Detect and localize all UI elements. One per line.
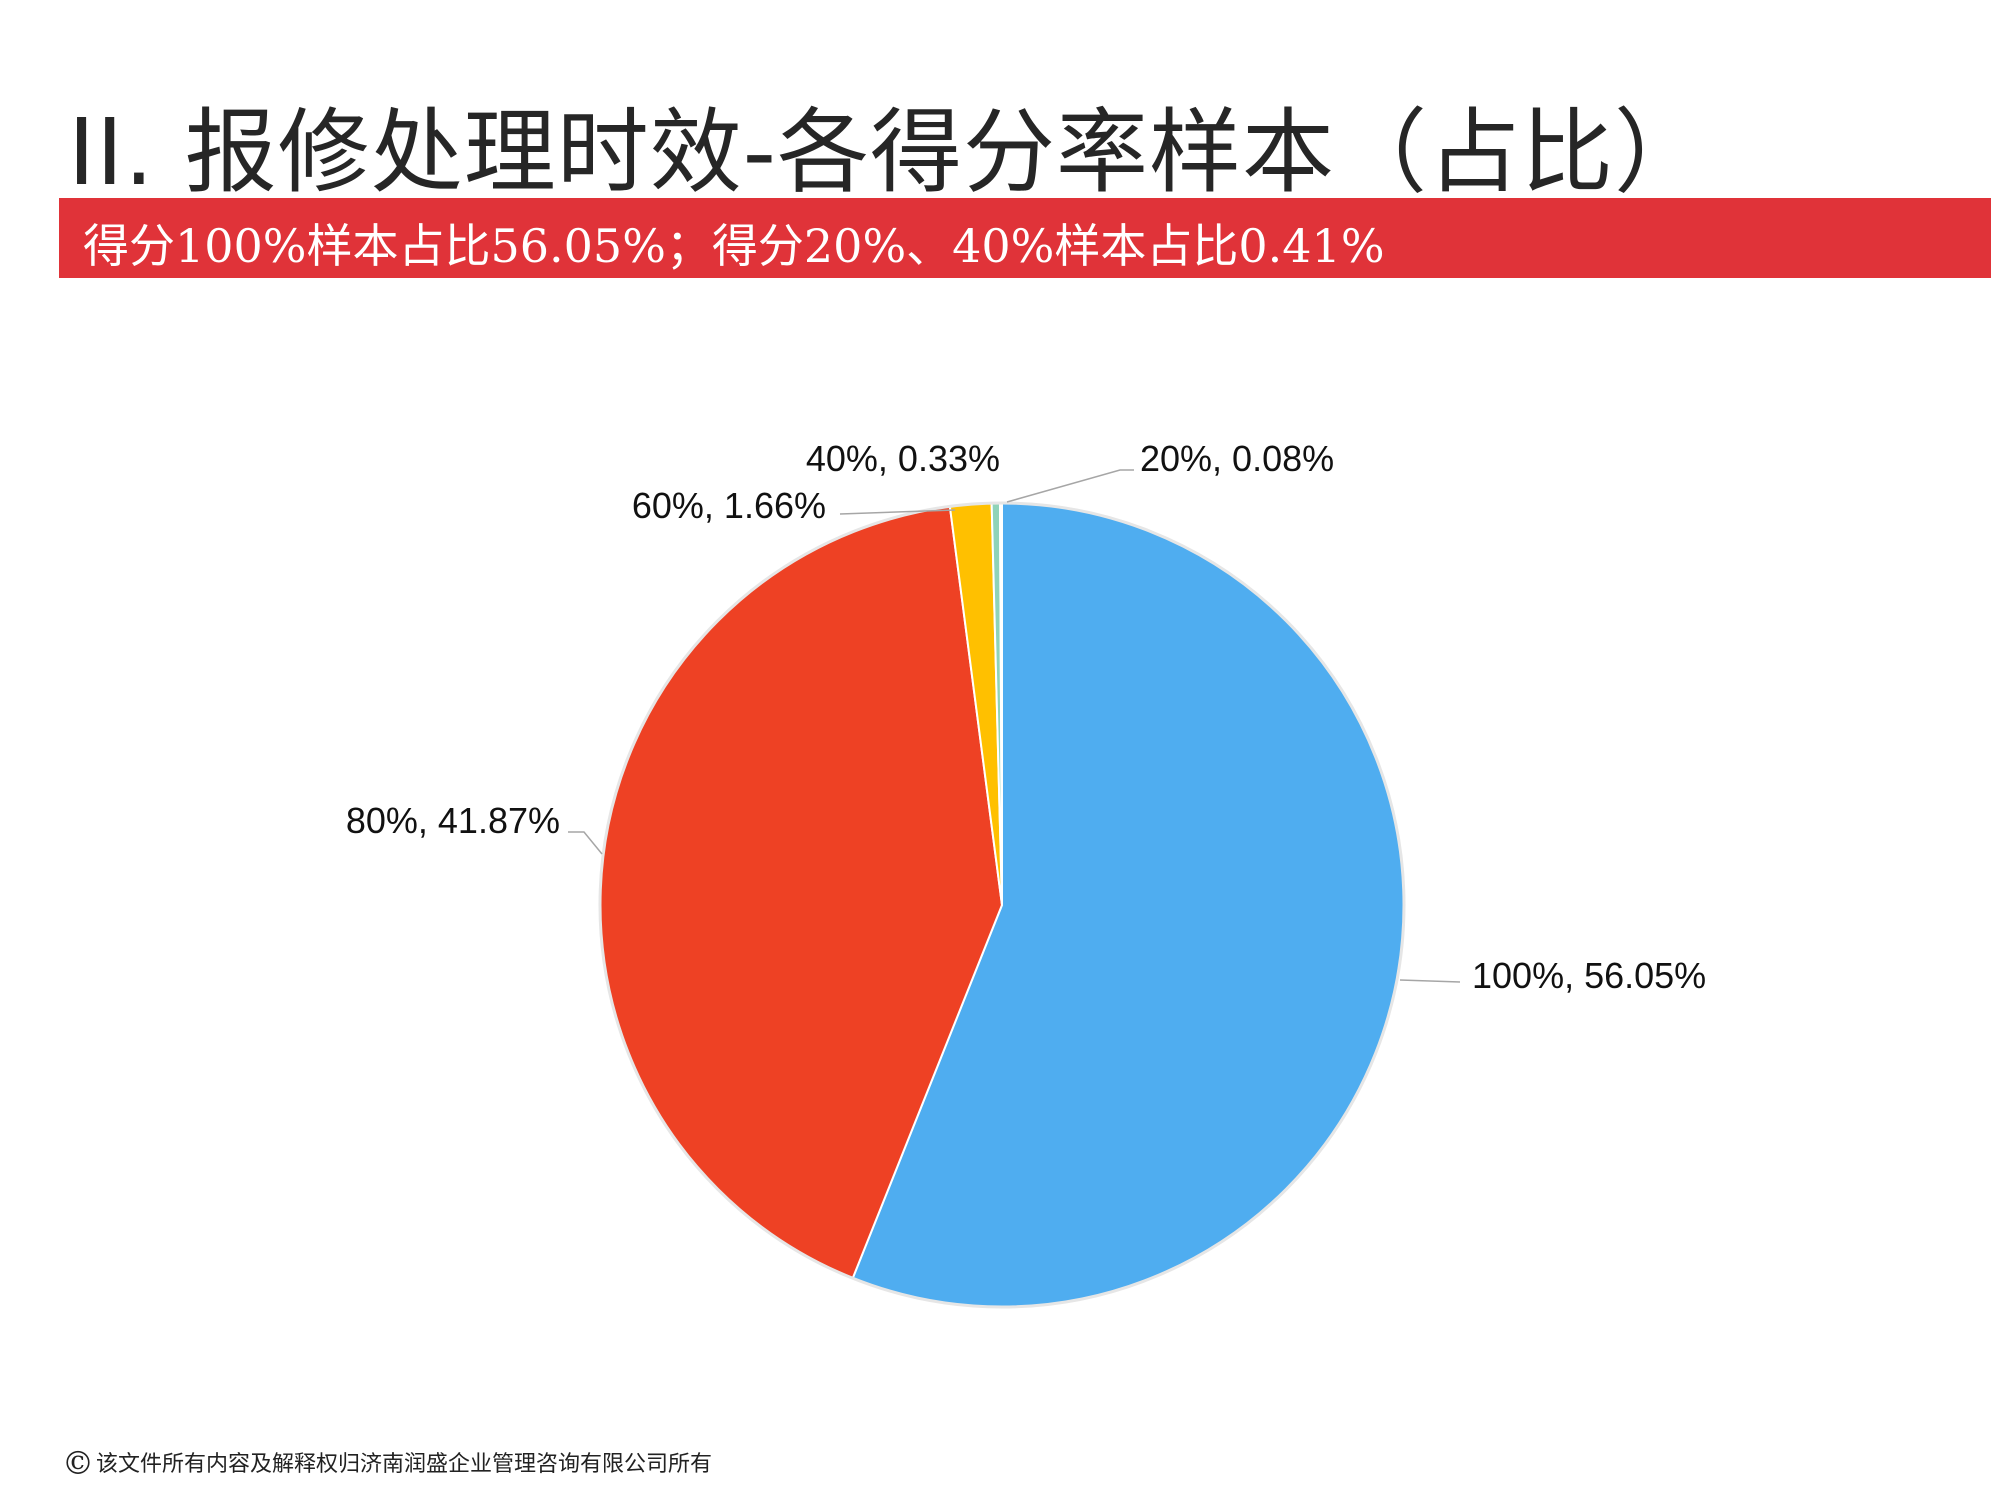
data-label-100pct: 100%, 56.05% [1472,955,1706,996]
leader-line-100pct [1399,979,1461,983]
summary-banner: 得分100%样本占比56.05%；得分20%、40%样本占比0.41% [59,198,1991,278]
data-label-40pct: 40%, 0.33% [806,438,1000,479]
data-label-20pct: 20%, 0.08% [1140,438,1334,479]
data-label-80pct: 80%, 41.87% [346,800,560,841]
page-title: II. 报修处理时效-各得分率样本（占比） [68,99,1707,206]
summary-banner-text: 得分100%样本占比56.05%；得分20%、40%样本占比0.41% [83,219,1385,273]
pie-outline [598,501,1406,1309]
leader-line-80pct [568,831,603,855]
pie-labels: 100%, 56.05% 80%, 41.87% 60%, 1.66% 40%, 0.… [346,438,1706,996]
leader-line-20pct [1006,469,1134,503]
leader-line-60pct [839,509,956,515]
copyright-icon: © [62,1444,94,1482]
data-label-60pct: 60%, 1.66% [632,485,826,526]
copyright-text: 该文件所有内容及解释权归济南润盛企业管理咨询有限公司所有 [96,1452,713,1477]
pie-slices [598,501,1406,1309]
copyright-footer: ©该文件所有内容及解释权归济南润盛企业管理咨询有限公司所有 [62,1444,712,1482]
pie-leader-lines [568,469,1461,983]
